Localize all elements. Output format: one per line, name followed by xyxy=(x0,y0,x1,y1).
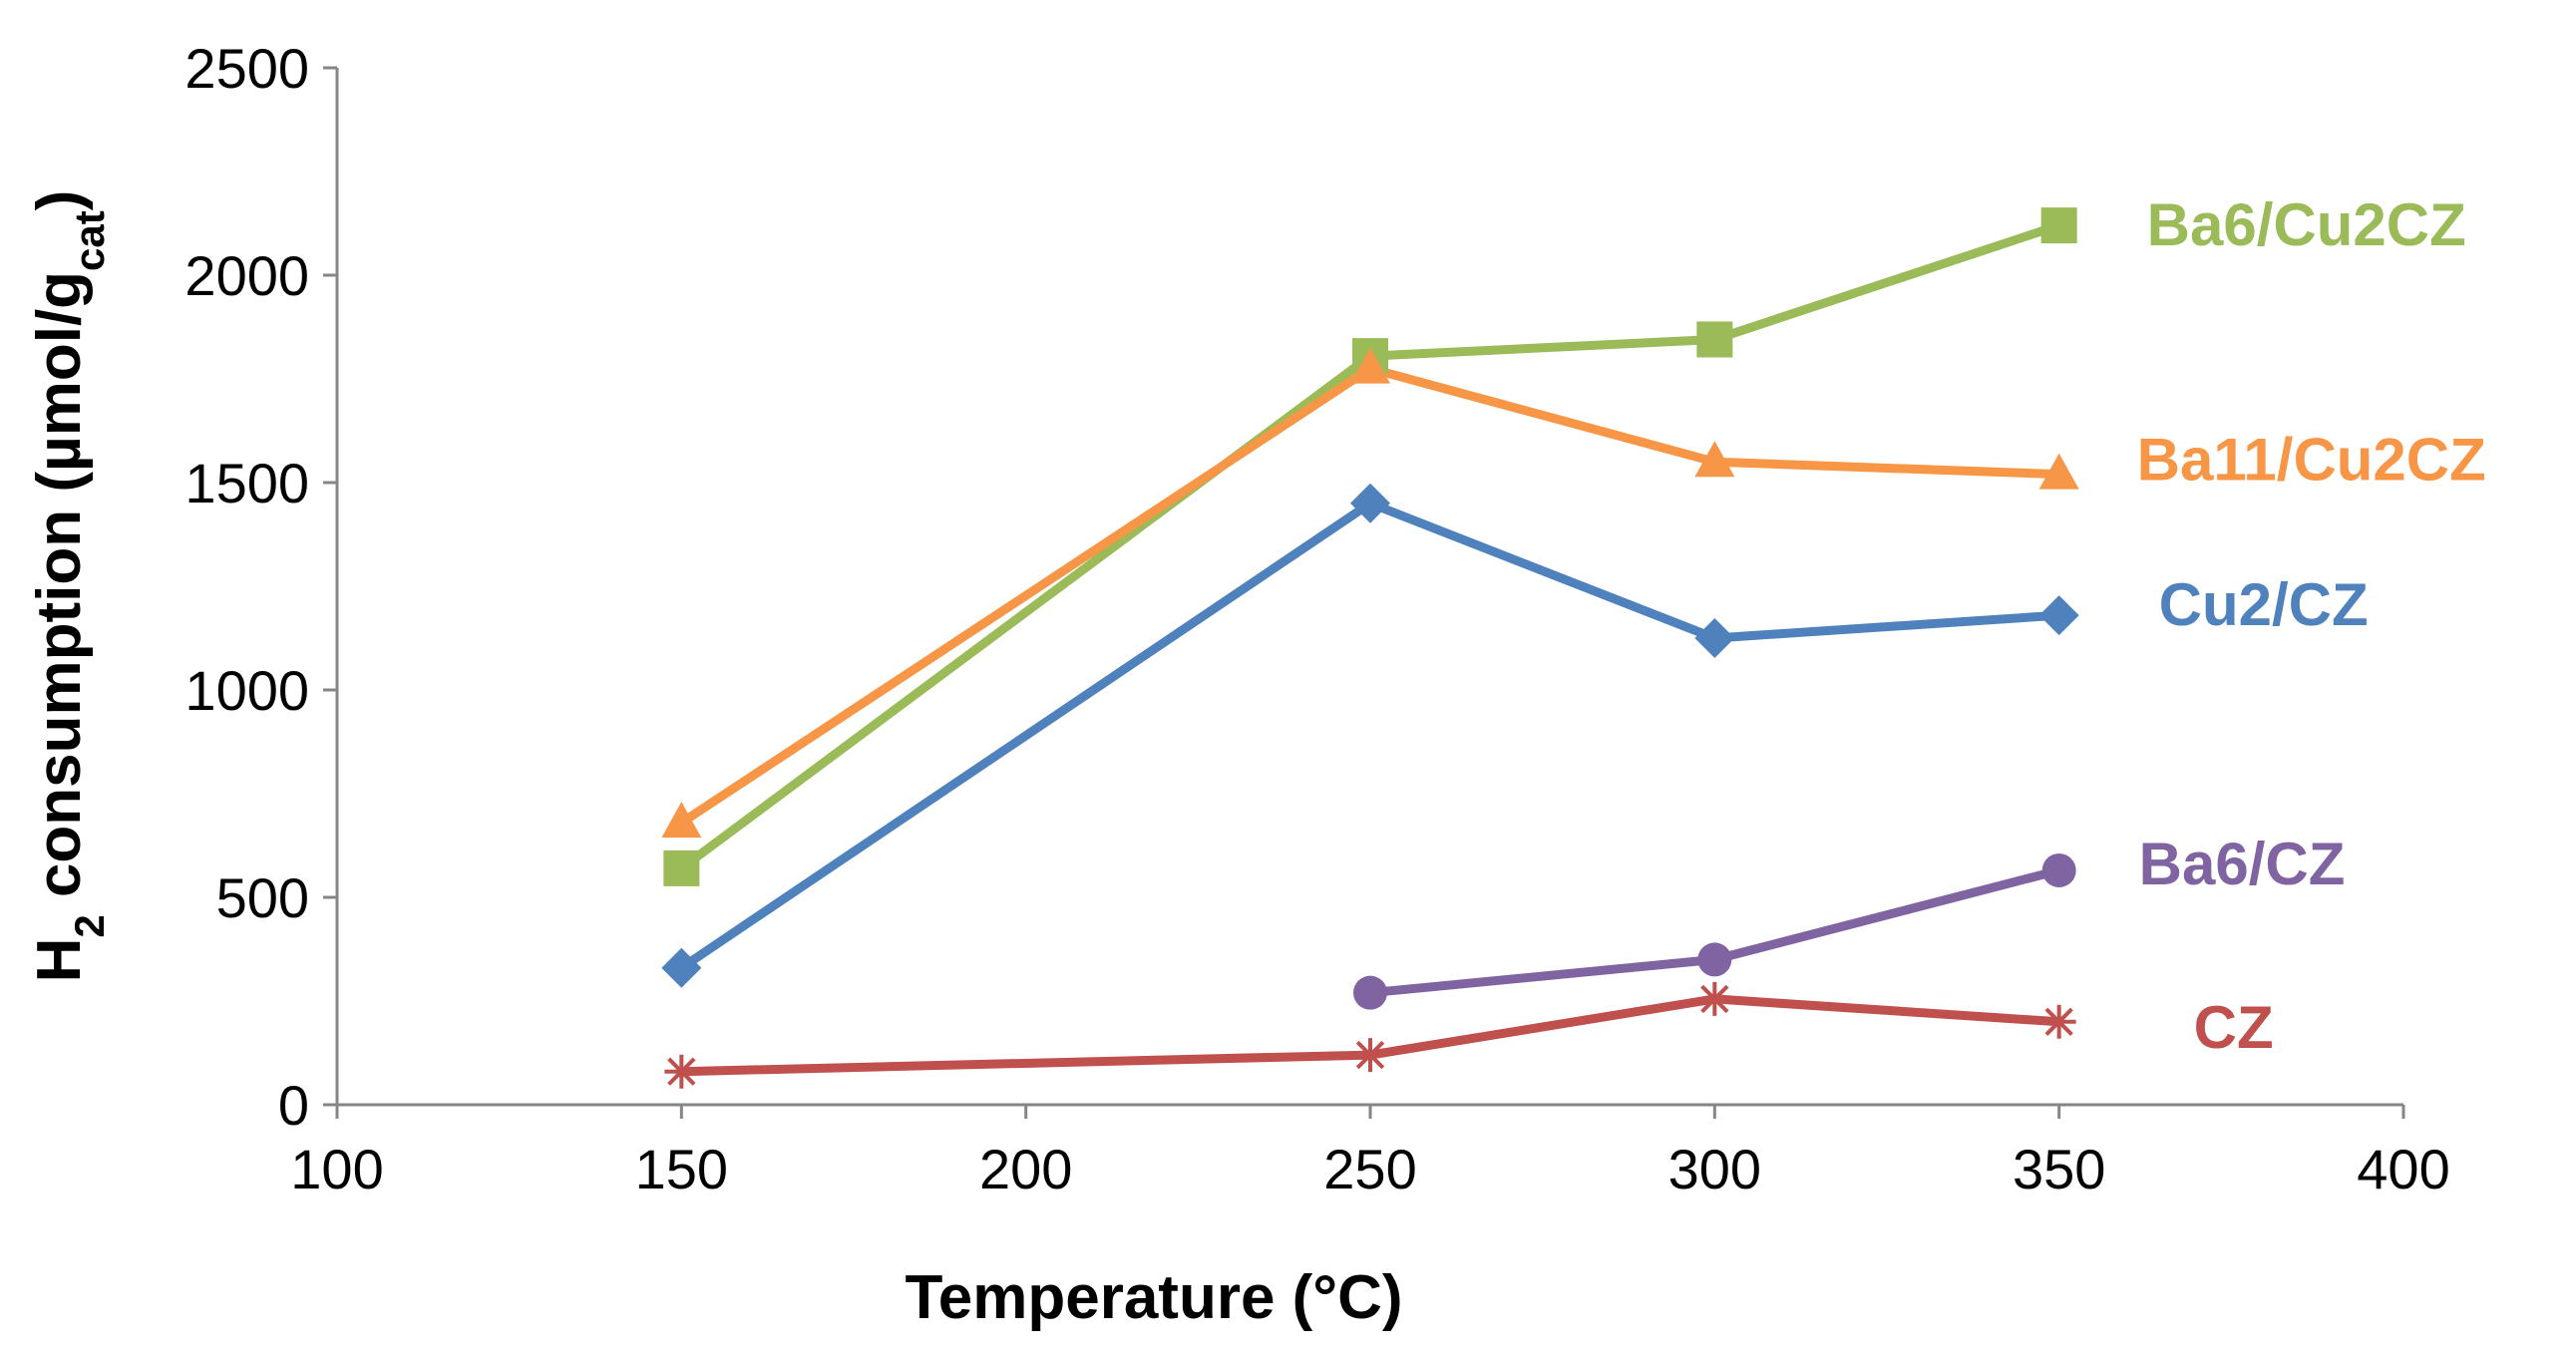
y-tick-label: 1500 xyxy=(184,452,309,514)
y-axis-title-main: H xyxy=(25,938,94,983)
series-line-ba11-cu2cz xyxy=(676,364,2064,828)
data-point-ba11-cu2cz xyxy=(2038,453,2079,490)
data-point-ba6-cz xyxy=(1353,975,1387,1010)
data-point-cz xyxy=(2041,1004,2076,1039)
data-point-cu2-cz xyxy=(661,947,702,988)
data-point-ba6-cz xyxy=(2041,852,2076,887)
x-tick-label: 250 xyxy=(1323,1138,1416,1200)
series-label-cz: CZ xyxy=(2194,994,2274,1061)
y-axis-title-mid: consumption (µmol/g xyxy=(25,271,94,914)
x-tick-label: 100 xyxy=(290,1138,383,1200)
data-point-ba6-cu2cz xyxy=(1696,321,1733,358)
x-ticks: 100 150 200 250 300 350 400 xyxy=(290,1105,2450,1200)
y-axis-title-sub2: cat xyxy=(66,210,113,271)
y-axis-title: H2 consumption (µmol/gcat) xyxy=(25,190,113,983)
y-tick-label: 0 xyxy=(278,1074,309,1137)
data-point-ba6-cz xyxy=(1697,942,1732,977)
x-axis-title: Temperature (°C) xyxy=(905,1263,1402,1332)
y-ticks: 0 500 1000 1500 2000 2500 xyxy=(184,37,337,1137)
x-tick-label: 350 xyxy=(2013,1138,2105,1200)
data-point-cz xyxy=(1697,981,1732,1016)
series-label-ba6-cz: Ba6/CZ xyxy=(2139,831,2346,897)
series-line-cu2-cz xyxy=(676,499,2064,973)
series-markers xyxy=(661,207,2079,1089)
y-tick-label: 500 xyxy=(216,866,309,929)
x-tick-label: 200 xyxy=(979,1138,1072,1200)
data-point-cu2-cz xyxy=(1350,483,1390,523)
y-tick-label: 1000 xyxy=(184,659,309,722)
data-point-ba11-cu2cz xyxy=(1694,441,1735,478)
x-tick-label: 400 xyxy=(2357,1138,2449,1200)
data-point-cz xyxy=(664,1054,699,1089)
series-lines xyxy=(676,220,2064,1077)
y-tick-label: 2000 xyxy=(184,244,309,307)
x-tick-label: 150 xyxy=(635,1138,728,1200)
series-line-cz xyxy=(676,994,2064,1077)
data-point-cu2-cz xyxy=(2038,595,2079,636)
y-axis-title-sub1: 2 xyxy=(66,914,113,937)
y-axis-title-end: ) xyxy=(25,190,94,211)
y-tick-label: 2500 xyxy=(184,37,309,100)
data-point-ba6-cu2cz xyxy=(663,849,700,886)
data-point-cz xyxy=(1353,1038,1387,1073)
data-point-ba11-cu2cz xyxy=(1350,347,1390,384)
series-line-ba6-cu2cz xyxy=(676,220,2064,873)
series-labels: Ba6/Cu2CZ Ba11/Cu2CZ Cu2/CZ Ba6/CZ CZ xyxy=(2137,191,2486,1061)
data-point-ba11-cu2cz xyxy=(661,802,702,839)
axes xyxy=(335,68,2403,1107)
x-tick-label: 300 xyxy=(1668,1138,1761,1200)
series-label-ba11-cu2cz: Ba11/Cu2CZ xyxy=(2137,427,2486,494)
series-label-ba6-cu2cz: Ba6/Cu2CZ xyxy=(2147,191,2466,258)
data-point-cu2-cz xyxy=(1694,618,1735,658)
data-point-ba6-cu2cz xyxy=(2040,207,2077,244)
series-label-cu2-cz: Cu2/CZ xyxy=(2159,571,2369,638)
